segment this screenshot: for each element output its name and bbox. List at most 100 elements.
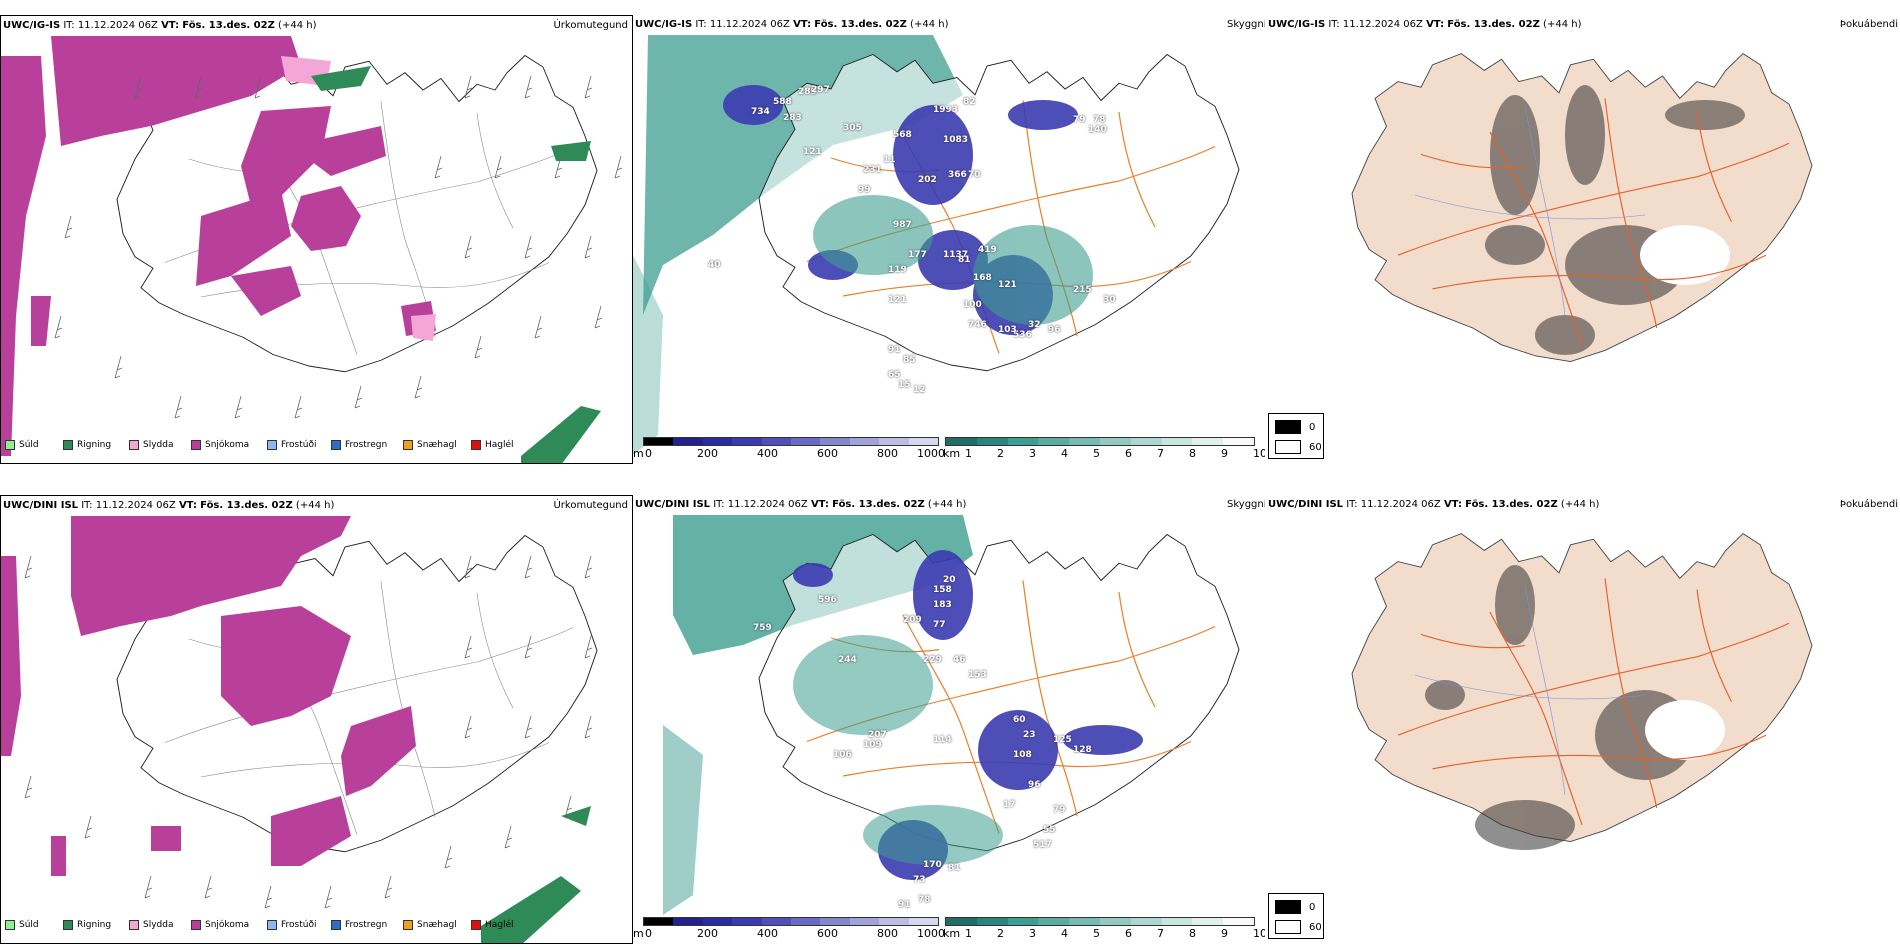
cloud-height-label: 297 [811, 85, 830, 95]
fog-legend-black-swatch [1275, 900, 1301, 914]
cloud-height-label: 70 [968, 170, 981, 180]
snow-pellets-swatch [403, 920, 413, 930]
cloud-base-colorbar-2 [643, 917, 939, 926]
sleet-swatch [129, 920, 139, 930]
cloud-height-label: 231 [863, 165, 882, 175]
cloud-height-label: 96 [1028, 780, 1041, 790]
snow-areas-2 [1, 516, 416, 876]
cloud-height-label: 99 [858, 185, 871, 195]
cloud-height-label: 746 [968, 320, 987, 330]
cloud-height-label: 79 [1053, 805, 1066, 815]
cloud-height-label: 17 [1003, 800, 1016, 810]
cloud-height-label: 588 [773, 97, 792, 107]
cloud-height-label: 125 [1053, 735, 1072, 745]
cloud-height-label: 177 [908, 250, 927, 260]
cloud-height-label: 91 [888, 345, 901, 355]
cloud-height-label: 1083 [943, 135, 969, 145]
cloud-height-label: 23 [1023, 730, 1036, 740]
cloud-height-label: 96 [1048, 325, 1061, 335]
precip-type-panel-2: UWC/DINI ISL IT: 11.12.2024 06Z VT: Fös.… [0, 495, 633, 944]
fog-legend-2: 0 60 [1268, 893, 1324, 939]
freezing-rain-swatch [331, 440, 341, 450]
fog-header-2: UWC/DINI ISL IT: 11.12.2024 06Z VT: Fös.… [1268, 499, 1600, 510]
cloud-height-label: 1137 [943, 250, 969, 260]
cloud-height-label: 73 [913, 875, 926, 885]
precip-map-1 [1, 36, 623, 463]
visibility-ticks-2: 1 2 3 4 5 6 7 8 9 10 [965, 927, 1265, 940]
cloud-height-label: 734 [751, 107, 770, 117]
rain-swatch [63, 920, 73, 930]
cloud-height-label: 40 [708, 260, 721, 270]
cloud-height-label: 121 [803, 147, 822, 157]
precip-title-1: Úrkomutegund [553, 20, 628, 31]
cloud-height-label: 121 [888, 295, 907, 305]
snow-swatch [191, 440, 201, 450]
cloud-height-label: 121 [998, 280, 1017, 290]
visibility-colorbar-2 [945, 917, 1255, 926]
snow-swatch [191, 920, 201, 930]
cloud-height-label: 244 [838, 655, 857, 665]
fog-map-2 [1351, 533, 1813, 850]
cloud-bar-unit-2: m [633, 927, 644, 940]
cloud-height-label: 596 [818, 595, 837, 605]
cloud-height-label: 568 [893, 130, 912, 140]
cloud-map-1 [633, 35, 1240, 455]
cloud-height-label: 81 [958, 255, 971, 265]
fog-legend-white-swatch [1275, 920, 1301, 934]
cloud-header-1: UWC/IG-IS IT: 11.12.2024 06Z VT: Fös. 13… [635, 19, 949, 30]
cloud-base-ticks-1: 0 200 400 600 800 1000 [645, 447, 945, 460]
cloud-height-label: 759 [753, 623, 772, 633]
precip-header-1: UWC/IG-IS IT: 11.12.2024 06Z VT: Fös. 13… [3, 20, 317, 31]
cloud-height-label: 60 [1013, 715, 1026, 725]
cloud-height-label: 109 [863, 740, 882, 750]
cloud-height-label: 229 [923, 655, 942, 665]
fog-header-1: UWC/IG-IS IT: 11.12.2024 06Z VT: Fös. 13… [1268, 19, 1582, 30]
cloud-height-label: 77 [933, 620, 946, 630]
cloud-height-label: 91 [898, 900, 911, 910]
cloud-height-label: 85 [903, 355, 916, 365]
cloud-height-label: 100 [963, 300, 982, 310]
rain-swatch [63, 440, 73, 450]
cloud-height-label: 158 [933, 585, 952, 595]
freezing-drizzle-swatch [267, 440, 277, 450]
cloud-height-label: 140 [1088, 125, 1107, 135]
cloud-height-label: 20 [943, 575, 956, 585]
cloud-map-2 [663, 515, 1240, 915]
cloud-height-label: 202 [918, 175, 937, 185]
visibility-title-1: Skyggni [1227, 19, 1265, 30]
cloud-height-label: 536 [1013, 330, 1032, 340]
cloud-height-label: 82 [963, 97, 976, 107]
vis-bar-unit-1: km [943, 447, 961, 460]
fog-legend-1: 0 60 [1268, 413, 1324, 459]
visibility-ticks-1: 1 2 3 4 5 6 7 8 9 10 [965, 447, 1265, 460]
visibility-title-2: Skyggni [1227, 499, 1265, 510]
fog-title-1: Þokuábendi [1839, 19, 1898, 30]
cloud-height-label: 65 [888, 370, 901, 380]
cloud-height-label: 81 [948, 863, 961, 873]
sleet-swatch [129, 440, 139, 450]
precip-header-2: UWC/DINI ISL IT: 11.12.2024 06Z VT: Fös.… [3, 500, 335, 511]
cloud-height-label: 119 [888, 265, 907, 275]
cloud-height-label: 55 [1043, 825, 1056, 835]
fog-title-2: Þokuábendi [1839, 499, 1898, 510]
fog-index-panel-1: UWC/IG-IS IT: 11.12.2024 06Z VT: Fös. 13… [1265, 15, 1900, 464]
hail-swatch [471, 920, 481, 930]
cloud-height-label: 305 [843, 123, 862, 133]
cloud-height-label: 419 [978, 245, 997, 255]
fog-legend-black-swatch [1275, 420, 1301, 434]
cloud-height-label: 987 [893, 220, 912, 230]
cloud-height-label: 106 [833, 750, 852, 760]
cloud-height-label: 78 [1093, 115, 1106, 125]
cloud-height-label: 517 [1033, 840, 1052, 850]
snow-pellets-swatch [403, 440, 413, 450]
cloud-height-label: 168 [973, 273, 992, 283]
drizzle-swatch [5, 920, 15, 930]
fog-map-1 [1351, 53, 1813, 363]
cloud-base-ticks-2: 0 200 400 600 800 1000 [645, 927, 945, 940]
cloud-height-label: 128 [1073, 745, 1092, 755]
snow-areas-1 [1, 36, 436, 456]
fog-legend-white-swatch [1275, 440, 1301, 454]
cloud-visibility-panel-1: 734 588 289 283 297 305 121 568 1993 82 1083 231 99 1… [633, 15, 1265, 464]
hail-swatch [471, 440, 481, 450]
cloud-visibility-panel-2: 596 759 158 20 183 209 77 244 229 46 153 207 114 109 1… [633, 495, 1265, 944]
